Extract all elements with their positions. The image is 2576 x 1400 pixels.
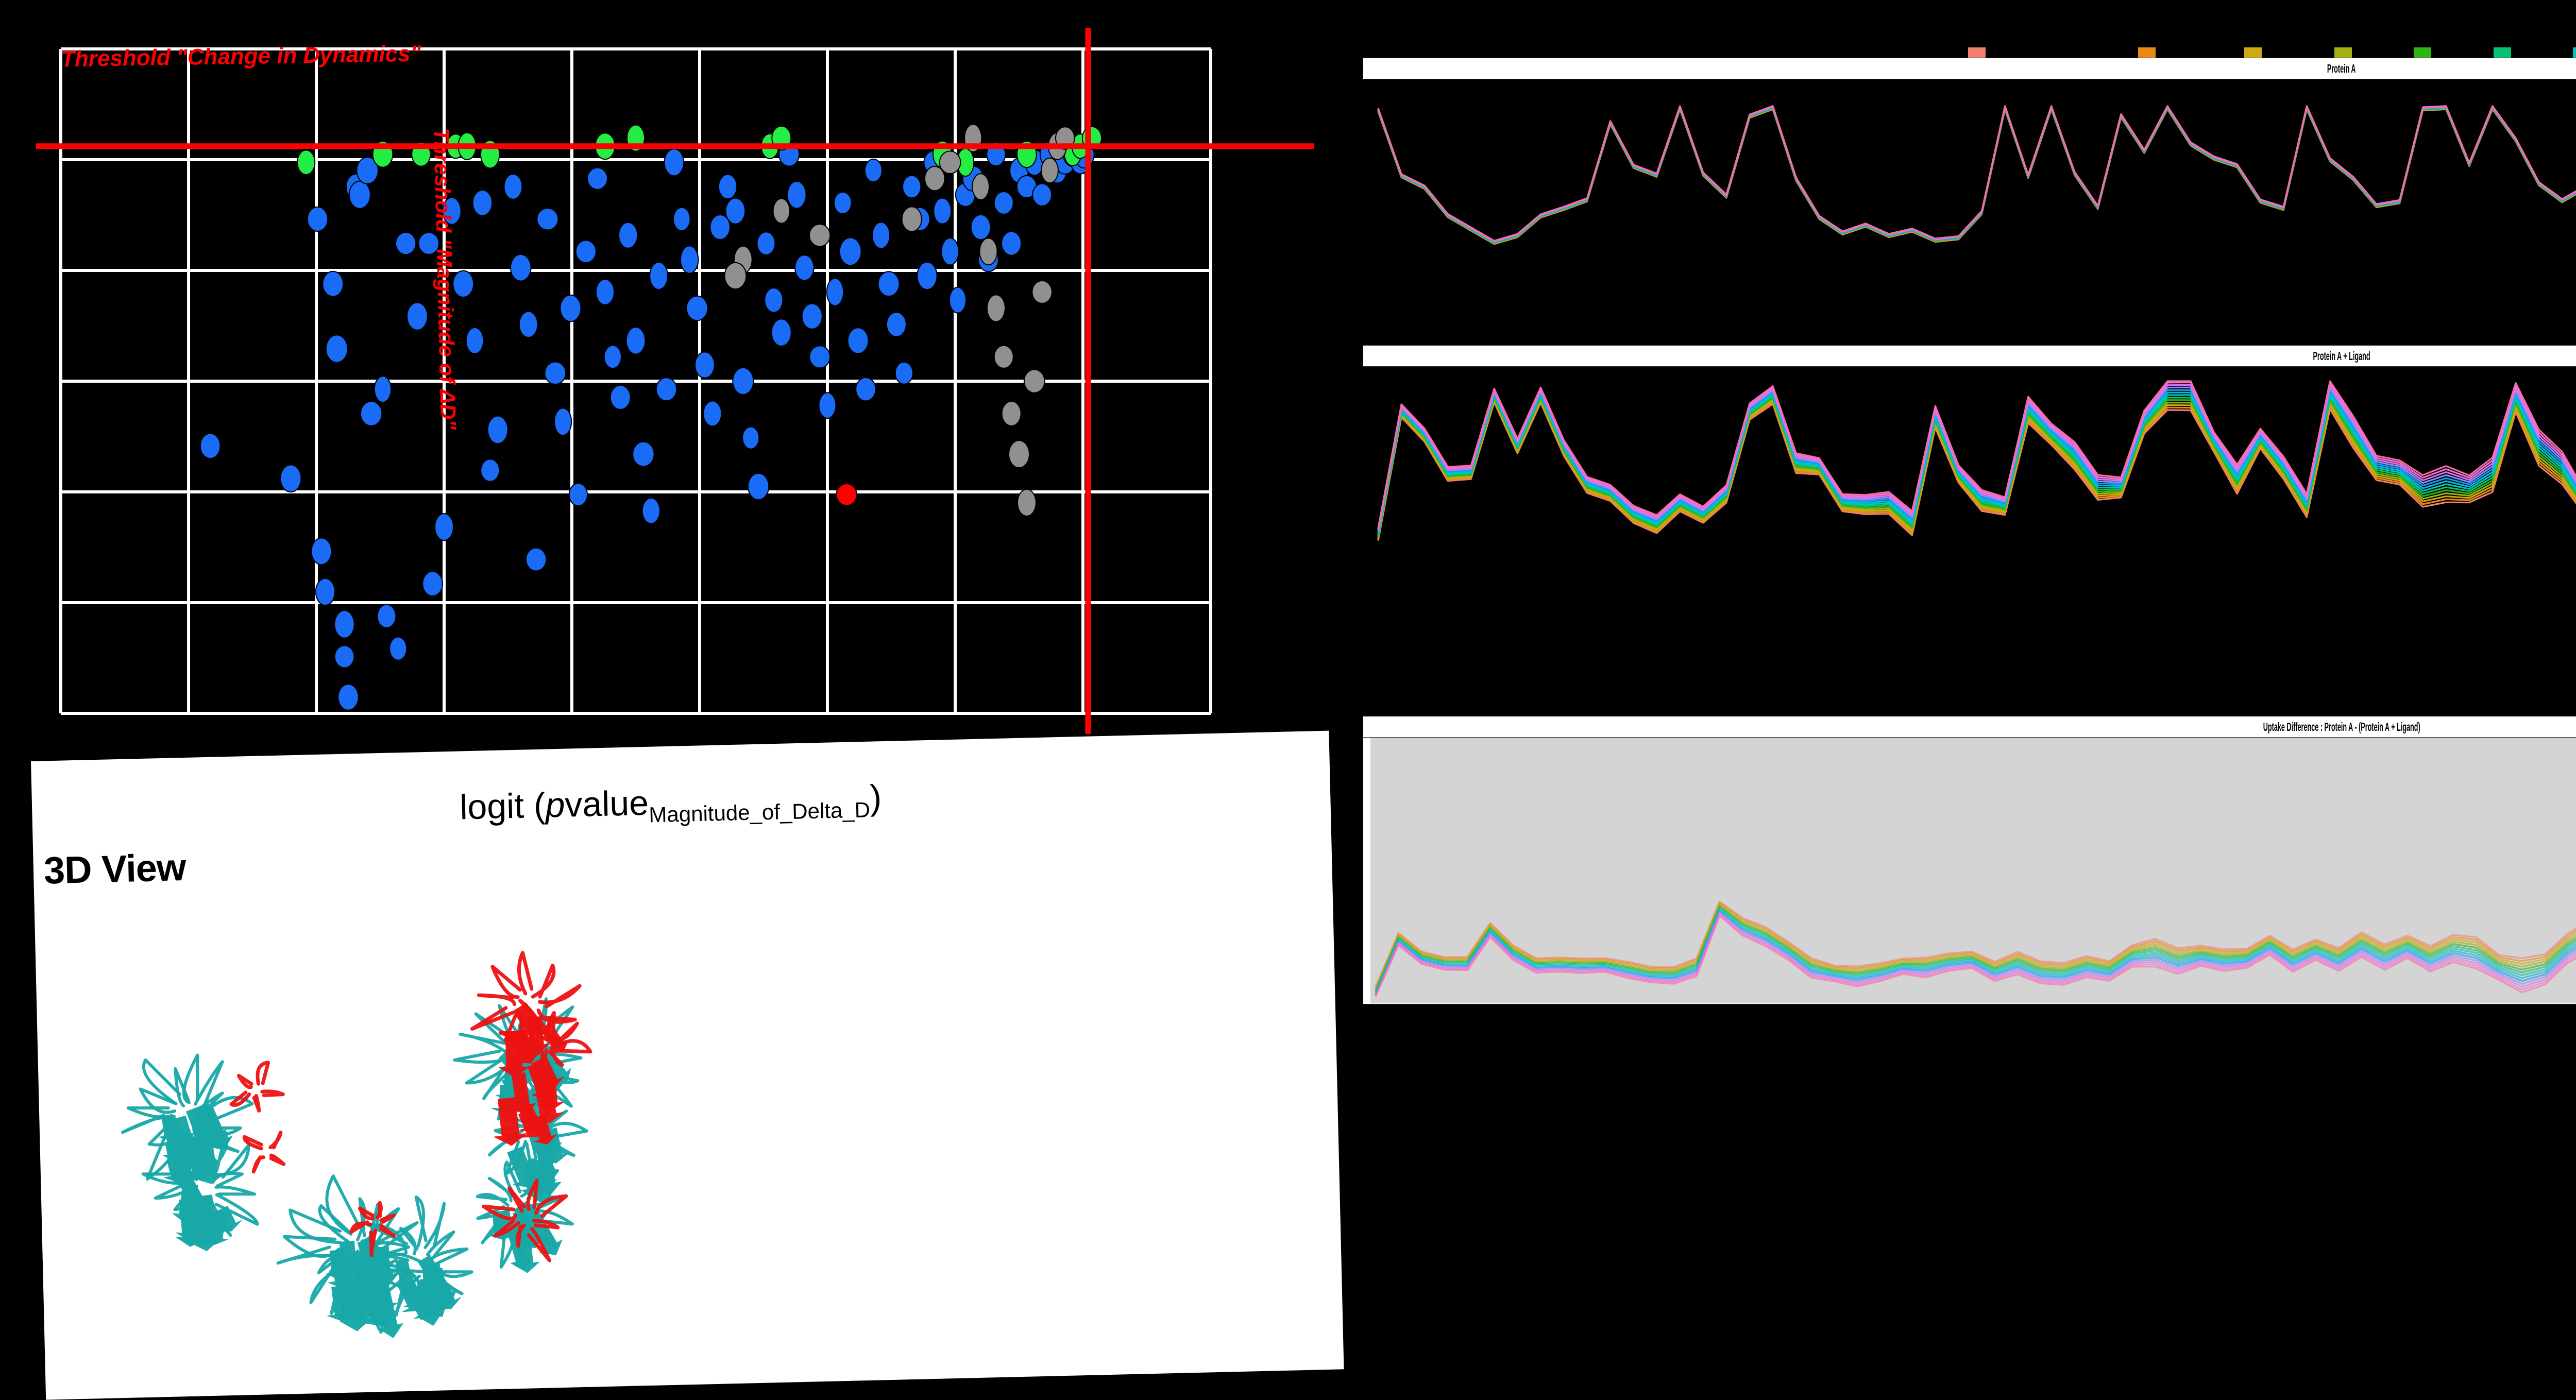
volcano-plot-panel[interactable]: Threshold "Change in Dynamics" Threshold… [0, 0, 1350, 804]
legend-swatch-7[interactable] [2573, 47, 2576, 58]
legend-swatch-2[interactable] [2138, 47, 2156, 58]
volcano-plot-svg[interactable] [0, 0, 1350, 804]
x-axis-label-value: value [564, 783, 649, 825]
series-legend[interactable] [1968, 47, 2576, 63]
panel-uptake-difference-title: Uptake Difference : Protein A - (Protein… [2263, 720, 2420, 733]
legend-swatch-1[interactable] [1968, 47, 1986, 58]
threshold-lines [36, 28, 1314, 734]
panel-uptake-difference-body[interactable] [1363, 738, 2576, 1004]
x-axis-label: logit (pvalueMagnitude_of_Delta_D) [459, 777, 882, 832]
grid-lines [59, 47, 1212, 715]
panel-protein-a-ligand[interactable]: Protein A + Ligand [1363, 345, 2576, 561]
panel-protein-a[interactable]: Protein A [1363, 58, 2576, 274]
uptake-difference-traces[interactable] [1363, 738, 2576, 1003]
panel-protein-a-ligand-header: Protein A + Ligand [1363, 345, 2576, 367]
panel-uptake-difference-header: Uptake Difference : Protein A - (Protein… [1363, 716, 2576, 738]
panel-protein-a-body[interactable] [1363, 79, 2576, 274]
legend-swatch-6[interactable] [2493, 47, 2511, 58]
panel-protein-a-title: Protein A [2327, 61, 2356, 75]
x-axis-label-subscript: Magnitude_of_Delta_D [648, 797, 871, 827]
x-axis-label-close: ) [869, 778, 882, 817]
protein-a-ligand-traces[interactable] [1363, 367, 2576, 561]
protein-a-traces[interactable] [1363, 79, 2576, 274]
protein-cartoon-svg[interactable] [91, 886, 642, 1362]
legend-swatch-3[interactable] [2244, 47, 2262, 58]
x-axis-label-prefix: logit ( [459, 786, 546, 827]
panel-protein-a-header: Protein A [1363, 58, 2576, 79]
panel-protein-a-ligand-title: Protein A + Ligand [2313, 349, 2370, 363]
legend-swatch-5[interactable] [2414, 47, 2432, 58]
3d-view-card[interactable]: logit (pvalueMagnitude_of_Delta_D) 3D Vi… [31, 730, 1344, 1400]
scatter-points[interactable] [199, 124, 1102, 711]
3d-view-title: 3D View [43, 845, 187, 892]
panel-protein-a-ligand-body[interactable] [1363, 367, 2576, 561]
right-pane: Protein A Protein A + Ligand Uptake Diff… [1350, 0, 2576, 1399]
x-axis-label-p: p [545, 785, 566, 825]
plot-background [0, 0, 1350, 804]
protein-structure-viewer[interactable] [91, 886, 642, 1362]
legend-swatch-4[interactable] [2334, 47, 2352, 58]
left-pane: Threshold "Change in Dynamics" Threshold… [0, 0, 1350, 1400]
panel-uptake-difference[interactable]: Uptake Difference : Protein A - (Protein… [1363, 716, 2576, 1004]
